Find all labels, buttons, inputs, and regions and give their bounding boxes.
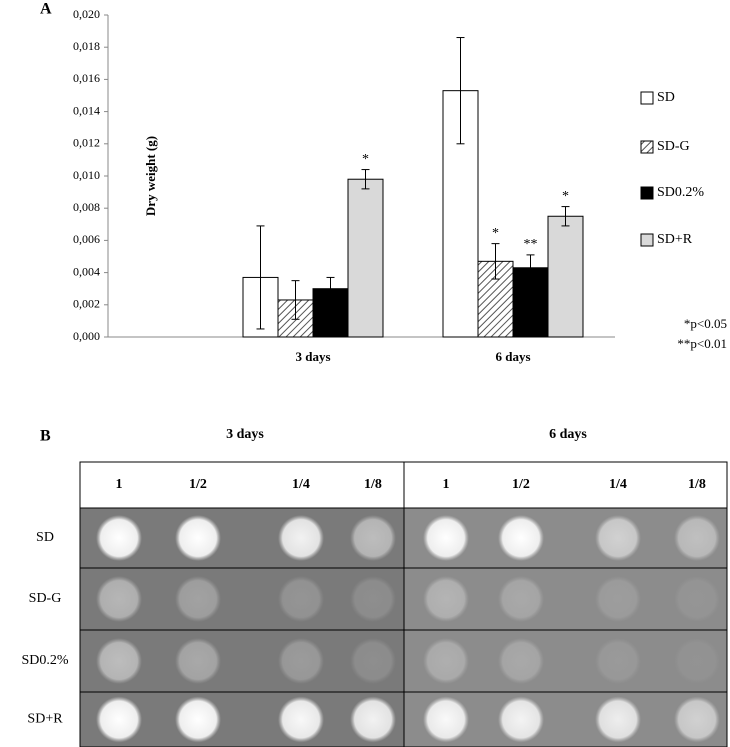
yeast-spot xyxy=(498,515,544,561)
y-tick-label: 0,018 xyxy=(73,39,100,53)
column-label: 1 xyxy=(443,477,450,492)
y-tick-label: 0,004 xyxy=(73,264,100,278)
column-label: 1 xyxy=(116,477,123,492)
legend-swatch xyxy=(640,91,654,105)
error-bar xyxy=(561,206,570,227)
yeast-spot xyxy=(595,515,641,561)
y-tick-label: 0,014 xyxy=(73,103,100,117)
yeast-spot xyxy=(498,696,544,743)
row-label: SD-G xyxy=(29,591,62,606)
yeast-spot xyxy=(423,515,469,561)
error-bar xyxy=(291,280,300,320)
bar xyxy=(547,215,584,338)
yeast-spot xyxy=(278,515,324,561)
significance-label: ** xyxy=(524,237,538,252)
panel-label: B xyxy=(40,428,51,445)
error-bar xyxy=(526,254,535,282)
column-label: 1/4 xyxy=(292,477,310,492)
y-tick-label: 0,012 xyxy=(73,136,100,150)
y-tick-label: 0,020 xyxy=(73,7,100,21)
y-tick-label: 0,010 xyxy=(73,168,100,182)
legend-swatch xyxy=(640,233,654,247)
yeast-spot xyxy=(423,638,469,684)
yeast-spot xyxy=(278,696,324,743)
legend-label: SD-G xyxy=(657,139,690,154)
error-bar xyxy=(456,37,465,145)
group-header: 6 days xyxy=(549,427,587,442)
significance-label: * xyxy=(362,152,369,167)
yeast-spot xyxy=(595,638,641,684)
yeast-spot xyxy=(175,576,221,622)
y-tick-label: 0,016 xyxy=(73,71,100,85)
yeast-spot xyxy=(423,696,469,743)
y-tick-label: 0,000 xyxy=(73,329,100,343)
yeast-spot xyxy=(674,696,720,743)
legend-swatch xyxy=(640,186,654,200)
yeast-spot xyxy=(175,515,221,561)
yeast-spot xyxy=(175,696,221,743)
yeast-spot xyxy=(498,638,544,684)
error-bar xyxy=(326,276,335,301)
bar xyxy=(347,178,384,338)
yeast-spot xyxy=(674,638,720,684)
legend-label: SD xyxy=(657,90,675,105)
yeast-spot xyxy=(350,696,396,743)
column-label: 1/4 xyxy=(609,477,627,492)
yeast-spot xyxy=(96,696,142,743)
legend-swatch xyxy=(640,140,654,154)
row-label: SD0.2% xyxy=(21,653,68,668)
yeast-spot xyxy=(278,638,324,684)
x-tick-label: 6 days xyxy=(495,349,530,364)
yeast-spot xyxy=(674,515,720,561)
error-bar xyxy=(361,169,370,190)
error-bar xyxy=(256,225,265,330)
column-label: 1/8 xyxy=(688,477,706,492)
legend-label: SD+R xyxy=(657,232,693,247)
y-axis-title: Dry weight (g) xyxy=(143,136,158,216)
column-label: 1/2 xyxy=(189,477,207,492)
yeast-spot xyxy=(350,638,396,684)
y-tick-label: 0,008 xyxy=(73,200,100,214)
legend-label: SD0.2% xyxy=(657,185,704,200)
column-label: 1/8 xyxy=(364,477,382,492)
yeast-spot xyxy=(175,638,221,684)
note: *p<0.05 xyxy=(684,316,727,331)
note: **p<0.01 xyxy=(677,336,727,351)
y-tick-label: 0,006 xyxy=(73,232,100,246)
panel-label: A xyxy=(40,1,52,18)
row-label: SD+R xyxy=(27,712,63,727)
yeast-spot xyxy=(423,576,469,622)
yeast-spot xyxy=(498,576,544,622)
yeast-spot xyxy=(674,576,720,622)
group-header: 3 days xyxy=(226,427,264,442)
yeast-spot xyxy=(96,638,142,684)
x-tick-label: 3 days xyxy=(295,349,330,364)
y-tick-label: 0,002 xyxy=(73,297,100,311)
yeast-spot xyxy=(595,696,641,743)
significance-label: * xyxy=(562,189,569,204)
significance-label: * xyxy=(492,226,499,241)
yeast-spot xyxy=(96,576,142,622)
yeast-spot xyxy=(96,515,142,561)
yeast-spot xyxy=(595,576,641,622)
error-bar xyxy=(491,243,500,280)
yeast-spot xyxy=(278,576,324,622)
row-label: SD xyxy=(36,530,54,545)
column-label: 1/2 xyxy=(512,477,530,492)
yeast-spot xyxy=(350,515,396,561)
yeast-spot xyxy=(350,576,396,622)
